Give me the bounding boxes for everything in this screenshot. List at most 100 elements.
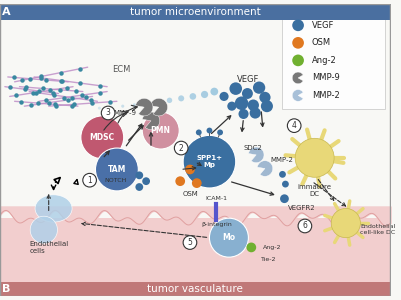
- Text: Mo: Mo: [223, 233, 235, 242]
- Bar: [0, 283, 391, 296]
- Circle shape: [83, 173, 96, 187]
- Circle shape: [133, 103, 136, 107]
- Wedge shape: [292, 90, 303, 101]
- Circle shape: [167, 98, 172, 103]
- Text: MMP-9: MMP-9: [312, 74, 340, 82]
- Circle shape: [292, 55, 304, 66]
- Circle shape: [247, 242, 256, 252]
- Circle shape: [249, 107, 261, 118]
- Bar: [0, 218, 391, 283]
- Text: 6: 6: [302, 221, 307, 230]
- Circle shape: [219, 92, 229, 101]
- Circle shape: [331, 208, 360, 238]
- Text: VEGF: VEGF: [237, 75, 259, 84]
- Circle shape: [192, 178, 202, 188]
- Text: 2: 2: [179, 144, 184, 153]
- Circle shape: [282, 181, 289, 188]
- Text: MMP-2: MMP-2: [312, 91, 340, 100]
- Circle shape: [253, 82, 265, 94]
- Circle shape: [239, 109, 249, 119]
- Circle shape: [201, 91, 208, 98]
- Circle shape: [279, 171, 286, 178]
- Wedge shape: [150, 98, 168, 116]
- Text: MDSC: MDSC: [90, 133, 115, 142]
- Circle shape: [196, 130, 202, 135]
- Circle shape: [136, 183, 143, 191]
- Text: B: B: [2, 284, 10, 294]
- FancyBboxPatch shape: [282, 8, 385, 109]
- Text: Endothelial
cells: Endothelial cells: [29, 241, 69, 254]
- Circle shape: [261, 100, 273, 112]
- Text: A: A: [2, 7, 10, 17]
- Text: ICAM-1: ICAM-1: [205, 196, 227, 201]
- Text: SDC2: SDC2: [243, 145, 262, 151]
- Text: TAM: TAM: [108, 165, 126, 174]
- Circle shape: [185, 165, 195, 174]
- Circle shape: [136, 171, 143, 179]
- Circle shape: [183, 236, 197, 249]
- Text: ECM: ECM: [112, 64, 130, 74]
- Circle shape: [288, 119, 301, 133]
- Text: VEGF: VEGF: [312, 21, 334, 30]
- Circle shape: [121, 105, 124, 108]
- Circle shape: [175, 176, 185, 186]
- Circle shape: [142, 177, 150, 185]
- Circle shape: [298, 219, 312, 233]
- Circle shape: [155, 100, 160, 105]
- Text: OSM: OSM: [312, 38, 331, 47]
- Circle shape: [190, 93, 196, 100]
- Circle shape: [207, 128, 213, 134]
- Text: 1: 1: [87, 176, 92, 185]
- Circle shape: [174, 141, 188, 155]
- Text: MMP-9: MMP-9: [113, 110, 136, 116]
- Text: β-integrin: β-integrin: [201, 221, 232, 226]
- Text: OSM: OSM: [183, 191, 199, 197]
- Circle shape: [178, 95, 184, 101]
- Circle shape: [235, 97, 248, 110]
- Ellipse shape: [35, 195, 72, 222]
- Circle shape: [259, 92, 271, 103]
- Circle shape: [292, 37, 304, 49]
- Circle shape: [280, 194, 289, 203]
- Wedge shape: [142, 112, 160, 130]
- Bar: [0, 4, 391, 20]
- Circle shape: [295, 138, 334, 177]
- Circle shape: [227, 102, 237, 111]
- Text: ③: ③: [106, 109, 113, 118]
- Text: Tie-2: Tie-2: [261, 256, 277, 262]
- Circle shape: [81, 116, 124, 159]
- Circle shape: [30, 216, 57, 244]
- Circle shape: [292, 20, 304, 31]
- Circle shape: [229, 82, 242, 95]
- Wedge shape: [136, 98, 153, 116]
- Wedge shape: [257, 161, 273, 176]
- Circle shape: [98, 107, 101, 110]
- Circle shape: [211, 88, 218, 95]
- Circle shape: [109, 106, 113, 109]
- Text: 3: 3: [106, 109, 111, 118]
- Wedge shape: [249, 147, 264, 163]
- Circle shape: [242, 88, 253, 99]
- Wedge shape: [292, 72, 303, 84]
- Text: tumor vasculature: tumor vasculature: [148, 284, 243, 294]
- Text: Ang-2: Ang-2: [312, 56, 336, 65]
- Circle shape: [101, 106, 115, 120]
- Text: Ang-2: Ang-2: [263, 245, 282, 250]
- Circle shape: [247, 100, 259, 111]
- Text: PMN: PMN: [151, 126, 171, 135]
- Text: 5: 5: [188, 238, 192, 247]
- Text: MMP-2: MMP-2: [271, 157, 294, 163]
- Text: 4: 4: [292, 121, 297, 130]
- Text: tumor microenvironment: tumor microenvironment: [130, 7, 261, 17]
- Text: Endothelial
cell-like DC: Endothelial cell-like DC: [360, 224, 396, 235]
- Text: VEGFR2: VEGFR2: [288, 206, 316, 212]
- Circle shape: [217, 130, 223, 135]
- Circle shape: [183, 135, 236, 188]
- Text: SPP1+
Mp: SPP1+ Mp: [196, 155, 223, 168]
- Circle shape: [142, 112, 179, 149]
- Text: NOTCH: NOTCH: [104, 178, 127, 183]
- Circle shape: [144, 102, 148, 106]
- Text: immature
DC: immature DC: [298, 184, 332, 197]
- Circle shape: [209, 218, 248, 257]
- Circle shape: [95, 148, 138, 191]
